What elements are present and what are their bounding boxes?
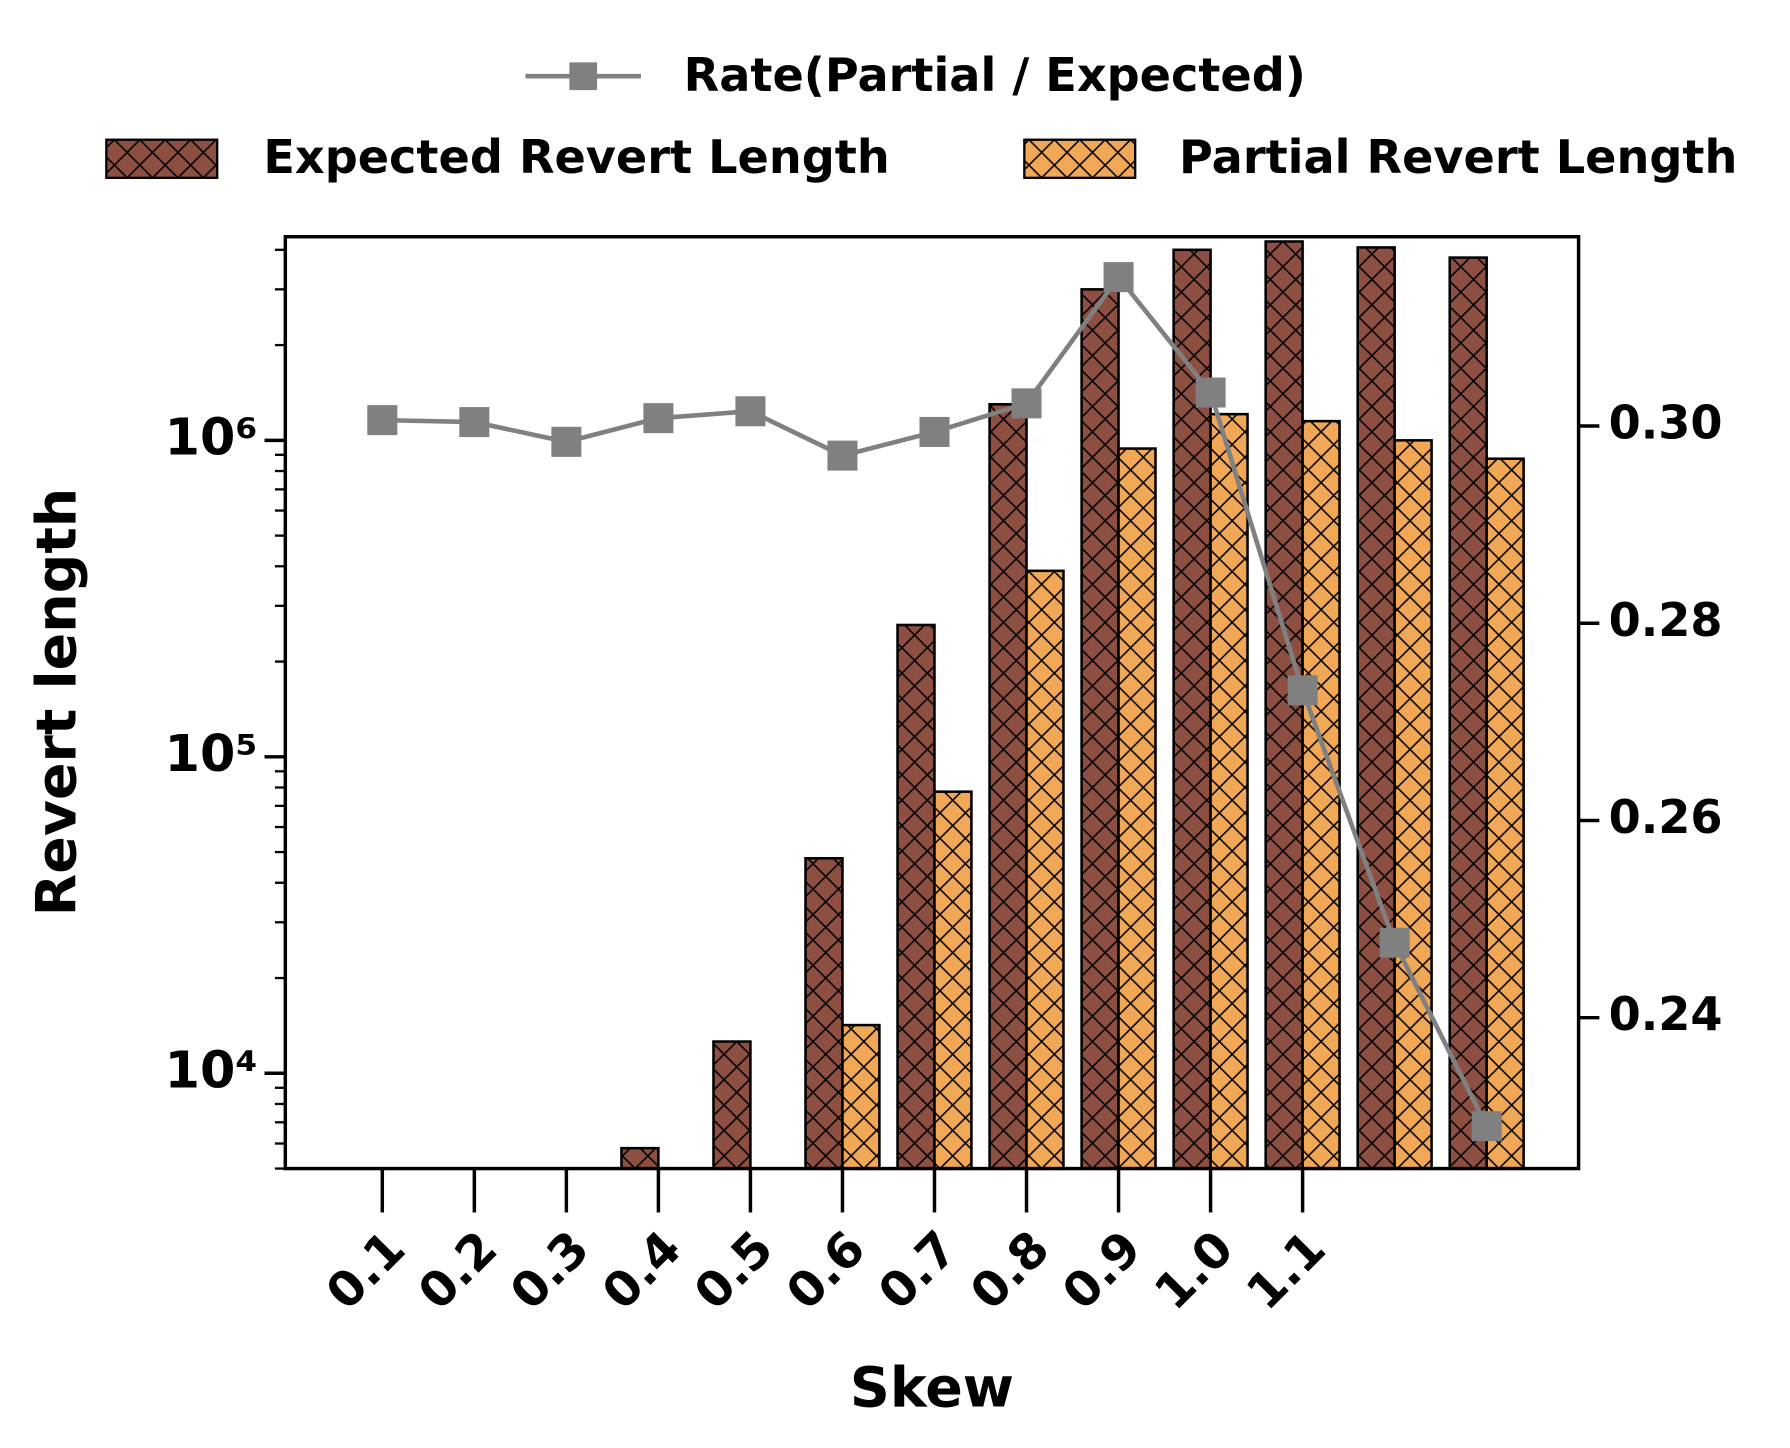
x-tick-label: 0.2: [408, 1221, 508, 1321]
bar-hatch: [842, 1025, 880, 1169]
x-tick-label: 0.3: [500, 1221, 600, 1321]
x-tick-label: 0.5: [684, 1221, 784, 1321]
y-tick-label: 10⁶: [165, 407, 258, 466]
x-tick-label: 0.4: [592, 1221, 692, 1321]
bar-hatch: [1026, 570, 1064, 1169]
y2-tick-label: 0.30: [1609, 396, 1723, 450]
line-marker: [1379, 927, 1410, 958]
bar-hatch: [1357, 247, 1395, 1169]
line-marker: [1195, 377, 1226, 408]
y2-tick-label: 0.26: [1609, 790, 1723, 844]
y-tick-label: 10⁴: [165, 1040, 258, 1099]
x-tick-label: 0.7: [868, 1221, 968, 1321]
bar-hatch: [1118, 448, 1156, 1169]
x-tick-label: 1.1: [1236, 1221, 1336, 1321]
line-marker: [1287, 675, 1318, 706]
y2-tick-label: 0.28: [1609, 593, 1723, 647]
line-marker: [459, 407, 490, 438]
line-marker: [827, 440, 858, 471]
line-marker: [367, 405, 398, 436]
bar-hatch: [805, 858, 843, 1169]
bar-hatch: [1302, 421, 1340, 1169]
bar-hatch: [1210, 414, 1248, 1169]
bar-hatch: [1486, 458, 1524, 1169]
legend: Rate(Partial / Expected) Expected Revert…: [105, 48, 1737, 184]
legend-label: Expected Revert Length: [263, 130, 889, 184]
line-marker: [1011, 388, 1042, 419]
bar-hatch: [934, 791, 972, 1169]
plot-frame: [283, 234, 1581, 1171]
bar-hatch: [1394, 440, 1432, 1169]
y2-tick-label: 0.24: [1609, 987, 1723, 1041]
legend-hatch: [1024, 139, 1136, 178]
legend-label: Partial Revert Length: [1179, 130, 1737, 184]
x-tick-label: 0.1: [316, 1221, 416, 1321]
bar-hatch: [621, 1148, 659, 1169]
x-axis-title: Skew: [850, 1357, 1014, 1421]
x-tick-label: 0.9: [1052, 1221, 1152, 1321]
bar-hatch: [897, 624, 935, 1169]
line-marker: [1471, 1111, 1502, 1142]
bar-hatch: [713, 1041, 751, 1169]
y-tick-label: 10⁵: [165, 724, 258, 783]
bar-hatch: [989, 404, 1027, 1169]
bar-hatch: [1081, 289, 1119, 1169]
legend-label: Rate(Partial / Expected): [684, 48, 1306, 102]
line-marker: [735, 396, 766, 427]
x-tick-label: 0.8: [960, 1221, 1060, 1321]
line-marker: [551, 426, 582, 457]
legend-hatch: [106, 139, 218, 178]
y-axis-title: Revert length: [25, 488, 89, 917]
line-marker: [919, 416, 950, 447]
legend-marker: [569, 62, 598, 91]
line-marker: [1103, 262, 1134, 293]
x-tick-label: 0.6: [776, 1221, 876, 1321]
bar-hatch: [1449, 257, 1487, 1169]
x-tick-label: 1.0: [1144, 1221, 1244, 1321]
line-marker: [643, 403, 674, 434]
